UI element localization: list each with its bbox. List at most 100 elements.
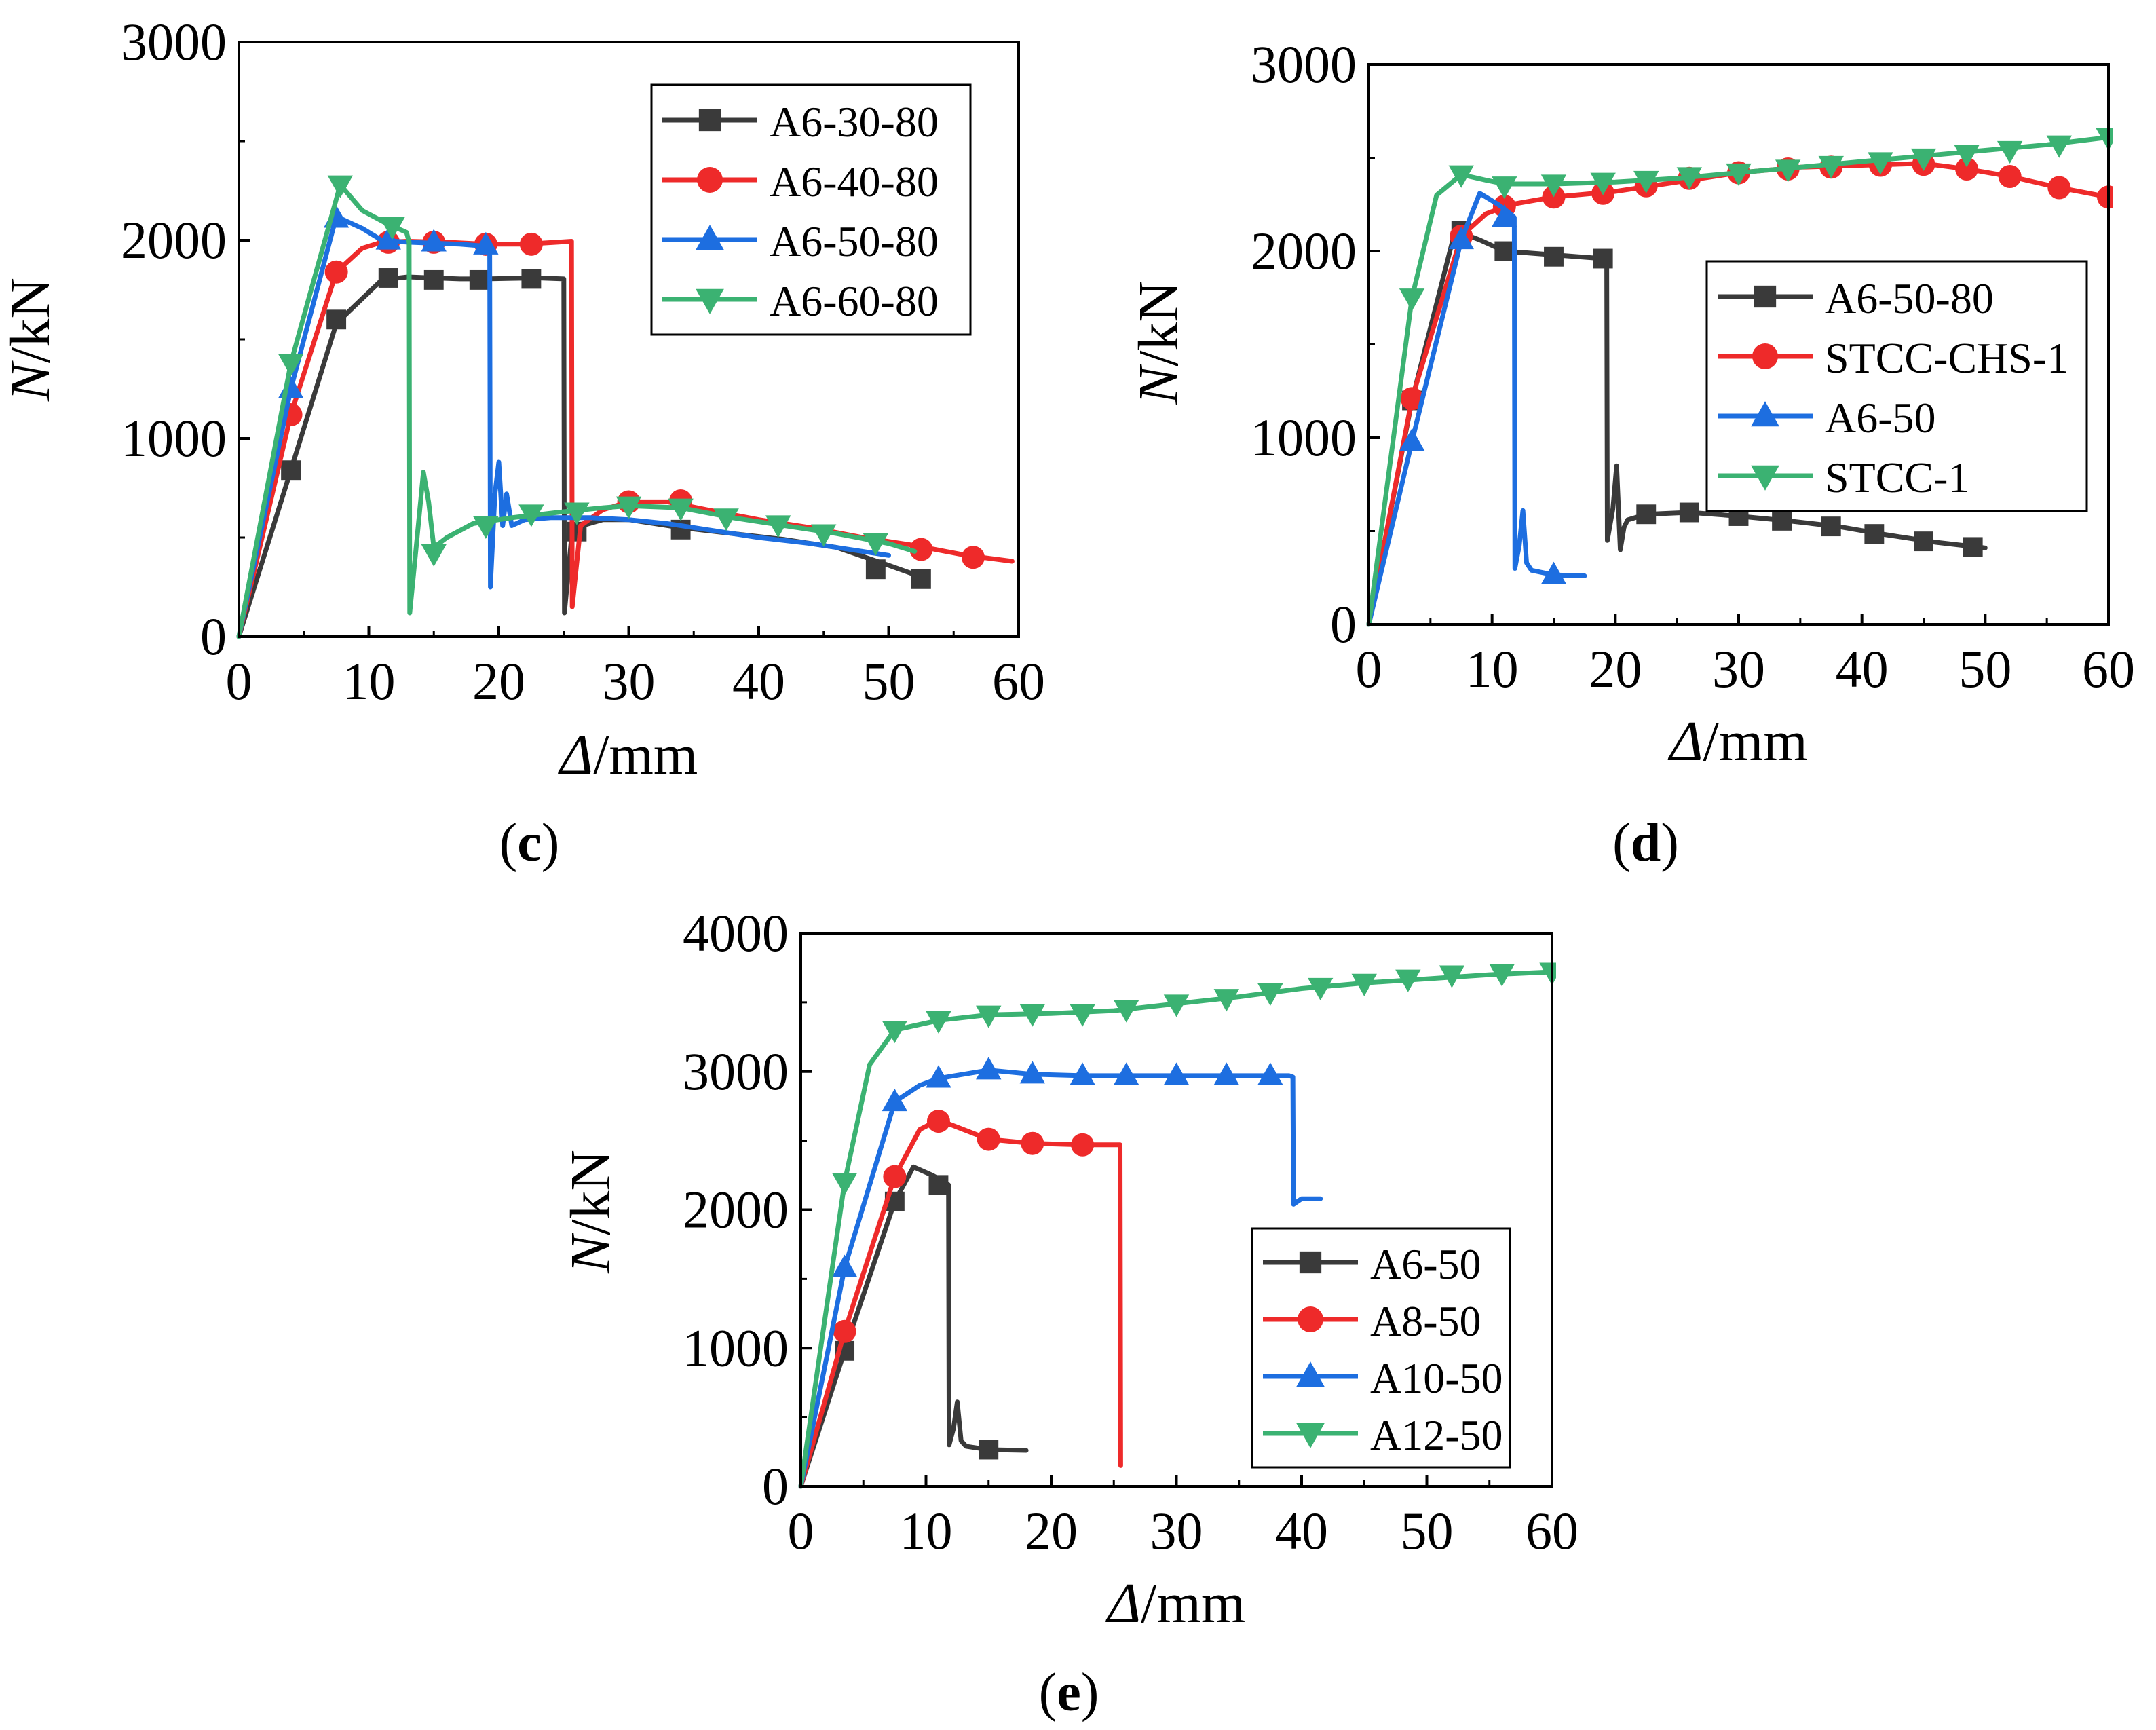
panel-label: (e) [1039, 1663, 1099, 1723]
legend-label: STCC-CHS-1 [1825, 334, 2068, 382]
x-tick-label: 0 [788, 1501, 814, 1560]
y-tick-label: 2000 [121, 210, 227, 269]
legend-marker [1754, 285, 1777, 308]
legend-item: A6-60-80 [662, 277, 939, 325]
legend-label: A10-50 [1370, 1354, 1503, 1402]
y-tick-label: 4000 [683, 903, 789, 962]
data-point-STCC-1 [1818, 155, 1844, 179]
y-tick-label: 3000 [121, 12, 227, 71]
x-axis-label: Δ/mm [1105, 1572, 1245, 1635]
legend-item: STCC-1 [1718, 453, 1969, 502]
data-point-A6-50 [979, 1440, 999, 1460]
x-tick-label: 30 [603, 652, 656, 711]
data-point-A10-50 [882, 1089, 908, 1112]
data-point-A10-50 [831, 1254, 858, 1277]
x-tick-label: 40 [1836, 639, 1889, 698]
x-tick-label: 0 [226, 652, 252, 711]
data-point-A8-50 [1021, 1131, 1044, 1155]
data-point-A12-50 [1257, 983, 1283, 1007]
series-A6-50-80 [236, 205, 891, 639]
data-point-A6-60-80 [518, 504, 544, 527]
data-point-A6-30-80 [423, 269, 444, 290]
data-point-A6-50-80 [1679, 502, 1699, 523]
y-axis-label: N/kN [1127, 281, 1190, 405]
legend-label: A12-50 [1370, 1411, 1503, 1459]
legend-item: A6-50 [1718, 394, 1936, 442]
legend-item: A10-50 [1263, 1354, 1503, 1402]
data-point-A6-60-80 [811, 524, 837, 547]
data-point-A10-50 [1019, 1061, 1046, 1084]
data-point-A12-50 [1395, 969, 1421, 992]
panel-e-chart: 0 10 20 30 40 50 60 0 1000 2000 3000 4000 Δ/mm N/kN A6… [559, 903, 1578, 1723]
legend-box [1251, 1227, 1511, 1469]
data-point-STCC-1 [1676, 167, 1703, 190]
data-point-STCC-1 [1540, 174, 1567, 198]
x-tick-label: 60 [992, 652, 1045, 711]
data-point-A6-50-80 [1593, 248, 1613, 269]
legend-marker [696, 288, 724, 314]
data-point-A12-50 [1070, 1004, 1095, 1027]
data-point-A12-50 [1213, 989, 1239, 1012]
x-tick-label: 30 [1150, 1501, 1203, 1560]
data-point-STCC-1 [1868, 152, 1893, 175]
data-point-A10-50 [926, 1065, 951, 1088]
data-point-STCC-1 [1910, 148, 1937, 172]
y-tick-label: 2000 [683, 1180, 789, 1239]
x-tick-label: 30 [1712, 639, 1765, 698]
legend-marker [1751, 401, 1779, 427]
data-point-A8-50 [833, 1319, 856, 1343]
legend-item: STCC-CHS-1 [1718, 334, 2068, 382]
data-point-A12-50 [1439, 965, 1465, 988]
series-A8-50 [798, 1110, 1123, 1489]
y-tick-label: 1000 [683, 1318, 789, 1377]
data-point-STCC-1 [1954, 145, 1980, 168]
data-point-A10-50 [1163, 1062, 1190, 1085]
data-point-STCC-1 [1726, 163, 1752, 187]
legend-marker [1296, 1423, 1325, 1448]
data-point-A12-50 [1489, 964, 1515, 987]
x-tick-label: 40 [732, 652, 785, 711]
data-point-A10-50 [1114, 1062, 1139, 1085]
y-tick-label: 1000 [121, 409, 227, 468]
data-point-A6-60-80 [564, 502, 590, 525]
data-point-STCC-1 [1590, 172, 1616, 195]
data-point-STCC-CHS-1 [1998, 165, 2022, 188]
data-point-A6-50 [928, 1175, 949, 1195]
data-point-A12-50 [926, 1011, 951, 1034]
legend-marker [1751, 465, 1779, 491]
legend-marker [1752, 343, 1778, 369]
x-axis-label: Δ/mm [1667, 710, 1807, 773]
data-point-A10-50 [1070, 1062, 1095, 1085]
data-point-STCC-1 [1448, 165, 1474, 188]
data-point-A6-60-80 [379, 217, 405, 240]
data-point-A6-50-80 [421, 229, 447, 252]
x-axis-label: Δ/mm [558, 723, 698, 787]
data-point-A6-50-80 [1544, 246, 1564, 267]
y-tick-label: 0 [762, 1456, 789, 1516]
data-point-A12-50 [1307, 977, 1334, 1001]
data-point-A6-50-80 [1963, 537, 1983, 557]
data-point-A6-60-80 [327, 175, 354, 198]
data-point-A12-50 [976, 1005, 1002, 1028]
legend-item: A6-50-80 [1718, 274, 1994, 322]
data-point-A6-50-80 [473, 231, 499, 255]
x-tick-label: 10 [900, 1501, 953, 1560]
legend-marker [1298, 1306, 1323, 1332]
y-axis-label: N/kN [0, 278, 62, 402]
data-point-STCC-1 [1492, 176, 1517, 200]
data-point-A8-50 [926, 1110, 950, 1133]
series-line-A10-50 [798, 1068, 1323, 1489]
series-A6-50 [1366, 191, 1587, 627]
legend-label: A6-50 [1825, 394, 1936, 442]
x-tick-label: 50 [1959, 639, 2011, 698]
legend-label: STCC-1 [1825, 453, 1969, 502]
series-line-A6-50 [1366, 191, 1587, 627]
data-point-A12-50 [1163, 994, 1190, 1017]
y-tick-label: 3000 [1251, 35, 1357, 94]
panel-d-chart: 0 10 20 30 40 50 60 0 1000 2000 3000 Δ/mm N/kN A6-50-… [1127, 35, 2135, 873]
y-tick-label: 1000 [1251, 408, 1357, 467]
y-tick-label: 0 [200, 607, 227, 666]
legend-marker [696, 225, 724, 250]
x-tick-label: 10 [343, 652, 396, 711]
